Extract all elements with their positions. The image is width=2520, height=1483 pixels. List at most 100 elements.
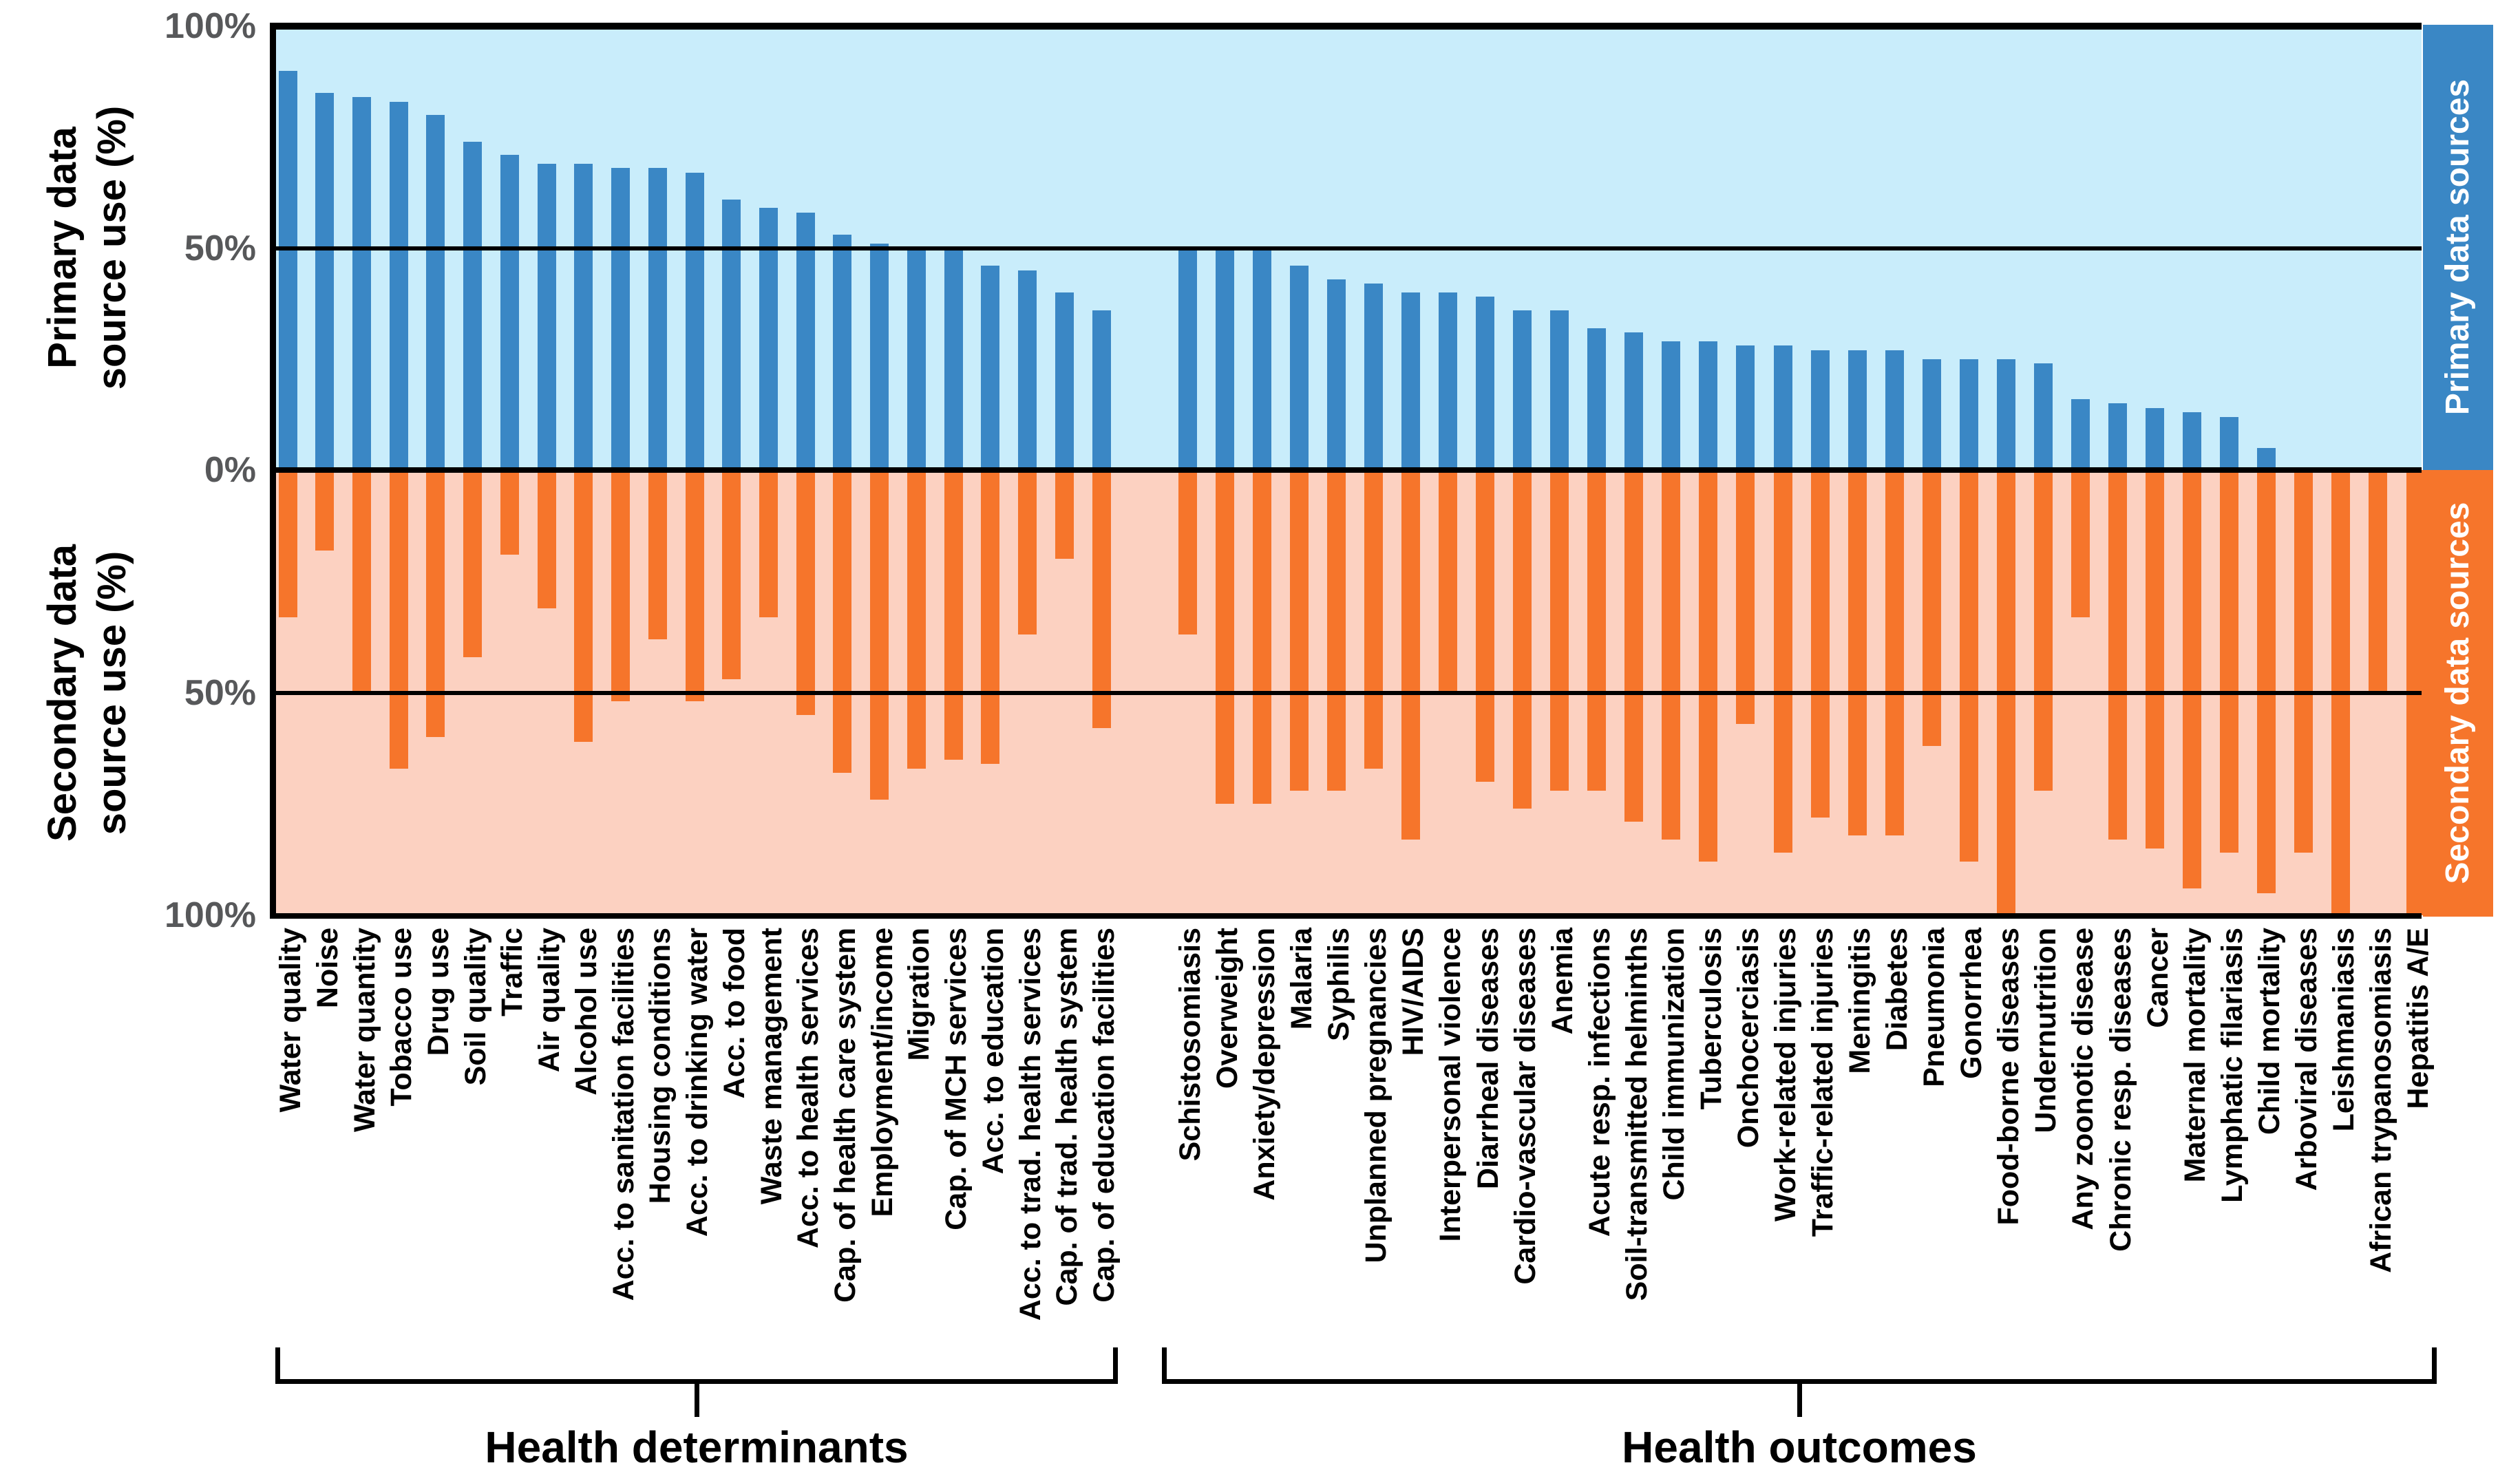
y-axis-spine: [270, 23, 276, 918]
primary-bar: [1885, 350, 1904, 471]
category-label: Waste management: [754, 928, 788, 1205]
category-label: Food-borne diseases: [1992, 928, 2026, 1226]
secondary-50pct-gridline: [270, 691, 2422, 695]
category-label: Gonorrhea: [1955, 928, 1989, 1079]
secondary-bar: [1326, 470, 1346, 791]
secondary-bar: [1587, 470, 1607, 791]
category-label: Water quantity: [348, 928, 381, 1133]
primary-bar: [1513, 310, 1532, 470]
primary-bar: [796, 212, 815, 470]
category-label: Undernutrition: [2029, 928, 2063, 1133]
secondary-bar: [1662, 470, 1681, 840]
secondary-bar: [722, 470, 741, 680]
outcomes-bracket-left-tick: [1162, 1347, 1167, 1382]
outcomes-bracket-center-tick: [1797, 1384, 1802, 1417]
group-label-determinants: Health determinants: [485, 1422, 909, 1472]
secondary-bar: [1513, 470, 1532, 809]
group-label-outcomes: Health outcomes: [1622, 1422, 1977, 1472]
primary-bar: [2033, 363, 2053, 470]
primary-bar: [352, 97, 371, 470]
category-label: Traffic: [496, 928, 529, 1017]
primary-bar: [389, 101, 408, 470]
category-label: Any zoonotic disease: [2066, 928, 2100, 1230]
category-label: Air quality: [533, 928, 567, 1073]
primary-bar: [833, 235, 852, 470]
category-label: Acc. to food: [717, 928, 751, 1099]
primary-bar: [2220, 416, 2239, 470]
secondary-bar: [1438, 470, 1457, 693]
category-label: Acc. to sanitation facilities: [606, 928, 640, 1301]
bottom-border-line: [270, 913, 2422, 919]
primary-bar: [1178, 248, 1197, 470]
category-label: Acc. to health services: [792, 928, 825, 1249]
primary-tick-50: 50%: [184, 228, 256, 268]
category-label: Diabetes: [1881, 928, 1914, 1052]
primary-bar: [1055, 292, 1074, 470]
category-label: Alcohol use: [569, 928, 603, 1096]
secondary-bar: [648, 470, 667, 639]
secondary-bar: [1401, 470, 1420, 840]
category-label: Migration: [902, 928, 936, 1061]
category-label: Chronic resp. diseases: [2104, 928, 2137, 1252]
outcomes-bracket-line: [1162, 1379, 2437, 1384]
secondary-bar: [1959, 470, 1978, 862]
secondary-bar: [574, 470, 593, 742]
category-label: Child immunization: [1657, 928, 1691, 1201]
primary-bar: [1550, 310, 1569, 470]
category-label: Acc. to trad. health services: [1013, 928, 1047, 1321]
primary-bar: [1476, 297, 1494, 470]
secondary-bar: [1885, 470, 1904, 835]
category-label: Syphilis: [1322, 928, 1356, 1041]
primary-bar: [611, 168, 631, 470]
secondary-bar: [611, 470, 631, 702]
secondary-bar: [1364, 470, 1383, 769]
primary-bar: [1996, 359, 2015, 471]
secondary-bar: [1178, 470, 1197, 635]
category-label: Acc. to drinking water: [681, 928, 714, 1237]
primary-bar: [574, 163, 593, 470]
primary-bar: [500, 155, 519, 470]
primary-bar: [1587, 328, 1607, 470]
category-label: Soil-transmitted helminths: [1620, 928, 1653, 1301]
secondary-bar: [1810, 470, 1830, 818]
secondary-bar: [2146, 470, 2165, 849]
primary-tick-0: 0%: [204, 450, 256, 490]
category-label: Onchocerciasis: [1731, 928, 1765, 1149]
primary-bar: [2108, 403, 2127, 471]
category-label: Meningitis: [1843, 928, 1877, 1074]
category-label: Arboviral diseases: [2289, 928, 2323, 1191]
secondary-bar: [981, 470, 1000, 764]
secondary-bar: [1699, 470, 1718, 862]
primary-bar: [1736, 345, 1755, 470]
primary-sidebar-label: Primary data sources: [2439, 78, 2476, 416]
category-label: Anxiety/depression: [1248, 928, 1282, 1201]
secondary-bar: [352, 470, 371, 693]
secondary-bar: [796, 470, 815, 715]
secondary-bar: [1018, 470, 1037, 635]
top-border-line: [270, 23, 2422, 30]
secondary-bar: [537, 470, 556, 608]
category-label: Lymphatic filariasis: [2215, 928, 2249, 1203]
secondary-bar: [2294, 470, 2313, 853]
category-label: Drug use: [421, 928, 455, 1056]
secondary-bar: [1773, 470, 1792, 853]
primary-bar: [2071, 398, 2090, 470]
secondary-bar: [1624, 470, 1644, 822]
primary-bar: [685, 172, 704, 470]
primary-bar: [1810, 350, 1830, 471]
secondary-bar: [944, 470, 963, 760]
secondary-bar: [2369, 470, 2388, 693]
secondary-bar: [315, 470, 335, 551]
category-label: Diarrheal diseases: [1471, 928, 1505, 1190]
zero-baseline: [270, 467, 2422, 473]
primary-bar: [2146, 407, 2165, 470]
determinants-bracket-left-tick: [275, 1347, 280, 1382]
secondary-bar: [463, 470, 483, 657]
secondary-bar: [1847, 470, 1867, 835]
secondary-bar: [2220, 470, 2239, 853]
primary-bar: [2183, 412, 2202, 470]
primary-tick-100: 100%: [165, 6, 256, 46]
secondary-tick-100: 100%: [165, 895, 256, 935]
primary-axis-title-line1: Primary data: [40, 127, 85, 369]
